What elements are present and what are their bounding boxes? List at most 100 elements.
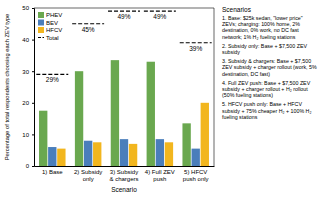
total-line [36,74,68,75]
text-line: 3) Subsidy [110,169,138,175]
x-tick: 4) Full ZEVpush [145,166,175,182]
data-label: 29% [46,76,59,83]
text-line: ZEVs; charging: 100% home, 2% [222,21,300,27]
bar [201,103,209,166]
y-tick: 10 [22,132,34,138]
legend-swatch [38,12,44,18]
scenarios-note: Scenarios 1. Base: $25k sedan, "lower pri… [222,6,317,120]
legend-label: HFCV [46,27,62,33]
y-tick-label: 40 [22,37,29,43]
bar [111,60,119,166]
bar [156,139,164,166]
plot-frame [214,8,215,166]
scenario-item: 3. Subsidy & chargers: Base + $7,500ZEV … [222,58,317,76]
total-line [144,11,176,12]
x-tick: 5) HFCVpush only [183,166,209,182]
legend-entry: Total [38,35,59,41]
text-line: only [83,176,94,182]
legend-entry: BEV [38,20,58,26]
legend-entry: HFCV [38,27,62,33]
y-tick-mark [32,40,34,41]
scenario-item: 4. Full ZEV push: Base + $7,500 ZEVsubsi… [222,80,311,98]
scenario-item: 2. Subsidy only: Base + $7,500 ZEVsubsid… [222,43,307,55]
text-line: 1. Base: $25k sedan, "lower price" [222,15,303,21]
bar [192,149,200,166]
x-axis-line [35,166,215,167]
bar [57,149,65,166]
text-line: network; 1% H₂ fueling stations [222,34,296,40]
bar [182,123,190,166]
x-tick-label: 1) Base [42,169,63,175]
legend: PHEV BEVHFCV Total [38,12,62,41]
text-line: subsidy + 75% cheaper H₂ + 100% H₂ [222,108,312,114]
y-tick-label: 30 [22,69,29,75]
text-line: 3. Subsidy & chargers: Base + $7,500 [222,58,311,64]
text-line: fueling stations [222,114,258,120]
x-axis: 1) Base 2) Subsidyonly 3) Subsidy& charger… [35,166,215,182]
scenario-item: 5. HFCV push only: Base + HFCVsubsidy + … [222,101,312,119]
x-tick: 2) Subsidyonly [74,166,102,182]
y-tick: 30 [22,69,34,75]
y-axis-line [32,9,35,167]
text-line: 2) Subsidy [74,169,102,175]
x-tick-label: 2) Subsidyonly [74,169,102,182]
text-line: destination, DC fast) [222,71,270,77]
y-tick-label: 0 [26,163,30,169]
text-line: ZEV subsidy + charger rollout (work, 5% [222,64,317,70]
y-tick-mark [32,8,34,9]
y-tick: 0 [26,163,34,169]
data-label: 39% [189,45,202,52]
chart: 0 10 20 30 40 50 1) Base 2) Subsidyonly 3) Subsi… [0,0,320,211]
bar [75,71,83,166]
text-line: & chargers [109,176,138,182]
text-line: 2. Subsidy only: Base + $7,500 ZEV [222,43,307,49]
text-line: subsidy + charger rollout + H₂ rollout [222,86,308,92]
text-line: 5. HFCV push only: Base + HFCV [222,101,302,107]
x-tick: 3) Subsidy& chargers [109,166,138,182]
y-axis: 0 10 20 30 40 50 [22,5,34,169]
y-tick-mark [32,166,34,167]
bar [129,144,137,166]
text-line: push only [183,176,209,182]
legend-label: PHEV [46,12,62,18]
x-tick: 1) Base [42,166,63,175]
plot-frame [34,8,214,9]
x-tick-label: 3) Subsidy& chargers [109,169,138,182]
legend-swatch [38,20,44,26]
y-tick-label: 20 [22,100,29,106]
bar [147,62,155,166]
y-tick-label: 10 [22,132,29,138]
data-label: 49% [153,13,166,20]
scenario-item: 1. Base: $25k sedan, "lower price"ZEVs; … [222,15,303,40]
legend-entry: PHEV [38,12,62,18]
bar [39,111,47,166]
total-line [108,11,140,12]
legend-label: Total [46,35,59,41]
bar [120,139,128,166]
text-line: 5) HFCV [184,169,207,175]
plot-marks [36,11,211,166]
y-tick-mark [32,134,34,135]
x-tick-label: 5) HFCVpush only [183,169,209,182]
y-axis-title: Percentage of total respondents choosing… [4,14,10,161]
data-label: 49% [117,13,130,20]
legend-label: BEV [46,20,58,26]
legend-swatch [38,27,44,33]
text-line: (50% fueling stations) [222,92,273,98]
text-line: 4. Full ZEV push: Base + $7,500 ZEV [222,80,311,86]
scenarios-title: Scenarios [222,6,252,13]
x-axis-title: Scenario [111,186,137,193]
total-line [180,42,212,43]
x-tick-label: 4) Full ZEVpush [145,169,175,182]
data-label: 45% [82,26,95,33]
total-line [72,23,104,24]
text-line: destination, 0% work, no DC fast [222,27,299,33]
bar [48,147,56,166]
text-line: 1) Base [42,169,63,175]
bar [165,142,173,166]
y-tick-mark [32,103,34,104]
y-tick: 20 [22,100,34,106]
y-tick: 50 [22,5,34,11]
data-labels: 29% 45% 49% 49% 39% [46,13,203,83]
text-line: push [153,176,166,182]
